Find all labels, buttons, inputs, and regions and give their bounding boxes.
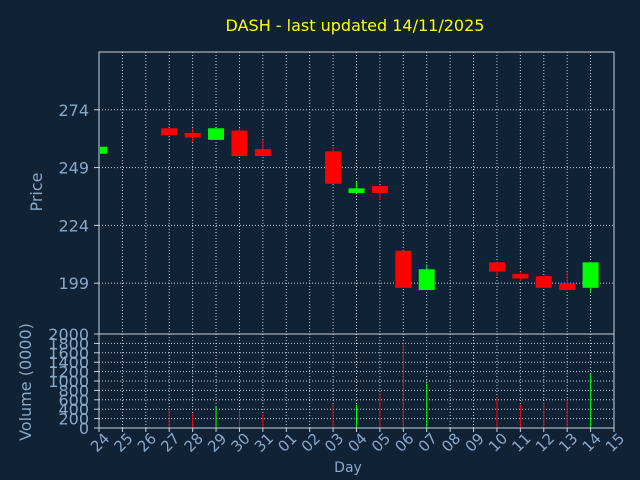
price-tick-label: 224	[58, 216, 89, 235]
candle-body	[512, 273, 529, 279]
x-tick-label: 30	[227, 430, 253, 456]
x-tick-label: 12	[532, 430, 558, 456]
x-axis-label: Day	[334, 460, 362, 476]
x-tick-label: 14	[579, 430, 605, 456]
chart-title: DASH - last updated 14/11/2025	[226, 16, 485, 35]
price-tick-label: 274	[58, 101, 89, 120]
x-tick-label: 28	[181, 430, 207, 456]
price-tick-label: 199	[58, 274, 89, 293]
price-tick-label: 249	[58, 159, 89, 178]
candle-body	[231, 130, 248, 157]
x-tick-label: 05	[368, 430, 394, 456]
candle-body	[488, 262, 505, 272]
volume-tick-label: 200	[58, 410, 89, 429]
candle-body	[161, 128, 178, 136]
price-axis-label: Price	[27, 172, 46, 211]
candle-body	[535, 276, 552, 288]
x-tick-label: 06	[391, 430, 417, 456]
volume-tick-label: 1200	[48, 363, 89, 382]
candle-body	[559, 283, 576, 291]
volume-bars	[168, 343, 592, 428]
candle-body	[348, 188, 365, 193]
x-tick-label: 02	[298, 430, 324, 456]
candle-body	[100, 146, 107, 154]
x-tick-label: 15	[602, 430, 628, 456]
candle-body	[418, 269, 435, 291]
candle-body	[582, 262, 599, 288]
volume-tick-label: 1800	[48, 334, 89, 353]
x-tick-label: 25	[110, 430, 136, 456]
price-axis-ticks: 199 224 249 274	[58, 101, 99, 293]
volume-tick-label: 600	[58, 391, 89, 410]
candle-body	[371, 186, 388, 193]
x-tick-label: 31	[251, 430, 277, 456]
x-tick-label: 11	[508, 430, 534, 456]
x-tick-label: 24	[87, 430, 113, 456]
volume-axis-label: Volume (0000)	[16, 323, 35, 441]
candle-body	[254, 149, 271, 157]
x-tick-label: 29	[204, 430, 230, 456]
volume-tick-label: 0	[79, 419, 89, 438]
candle-body	[325, 151, 342, 184]
x-tick-label: 27	[157, 430, 183, 456]
volume-tick-label: 800	[58, 381, 89, 400]
candle-body	[395, 250, 412, 288]
volume-tick-label: 1600	[48, 344, 89, 363]
candles	[98, 128, 599, 293]
x-tick-label: 13	[555, 430, 581, 456]
x-tick-label: 09	[462, 430, 488, 456]
volume-tick-label: 1400	[48, 353, 89, 372]
x-tick-label: 01	[274, 430, 300, 456]
x-axis-ticks: 2425262728293031010203040506070809101112…	[87, 428, 628, 456]
x-tick-label: 04	[345, 430, 371, 456]
candle-body	[208, 128, 225, 140]
volume-panel-frame	[98, 333, 615, 429]
x-tick-label: 08	[438, 430, 464, 456]
candle-body	[184, 132, 201, 138]
x-tick-label: 10	[485, 430, 511, 456]
volume-tick-label: 1000	[48, 372, 89, 391]
x-tick-label: 07	[415, 430, 441, 456]
volume-tick-label: 400	[58, 400, 89, 419]
x-tick-label: 03	[321, 430, 347, 456]
x-tick-label: 26	[134, 430, 160, 456]
volume-tick-label: 2000	[48, 325, 89, 344]
